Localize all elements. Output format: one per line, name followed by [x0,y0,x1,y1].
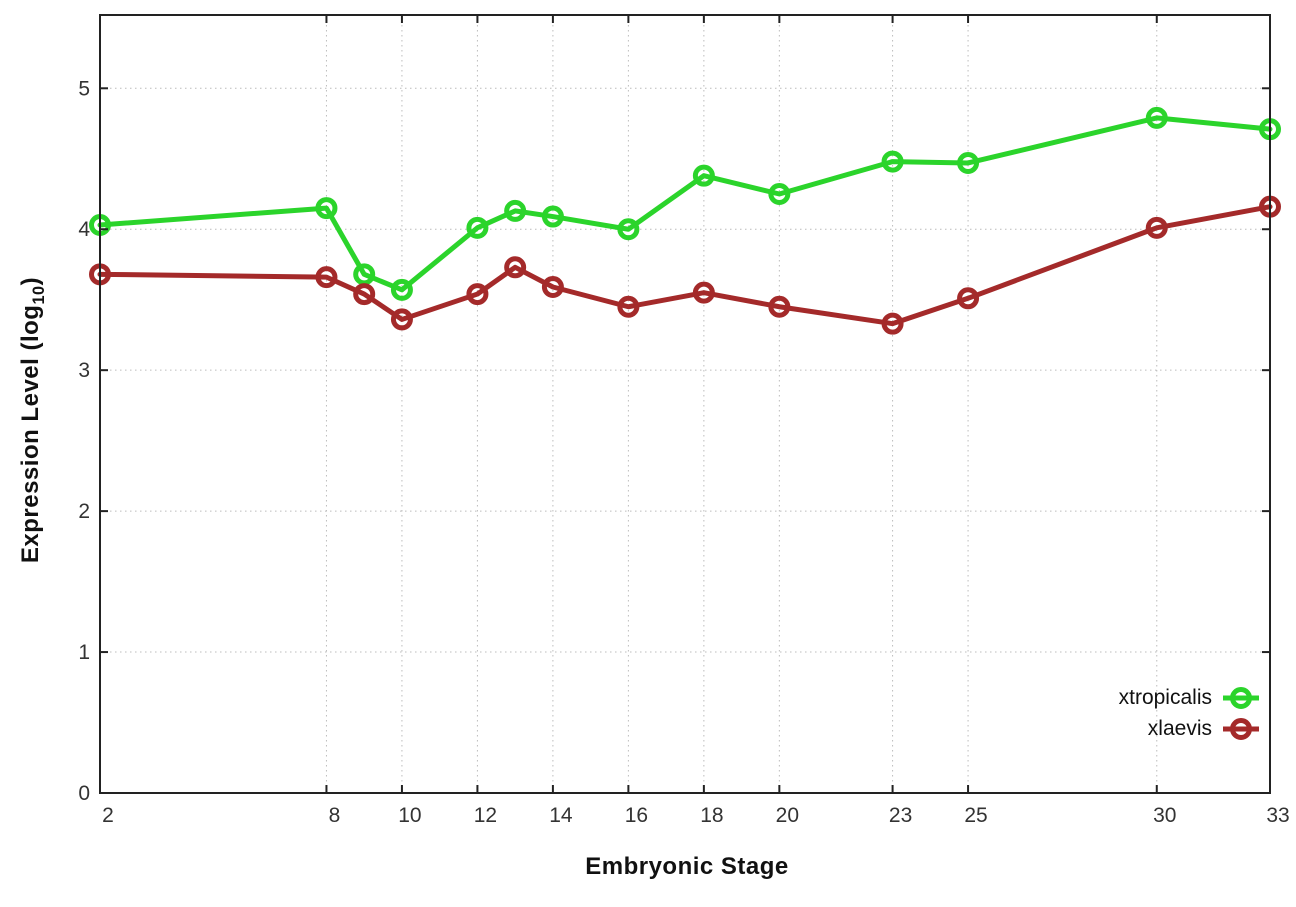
series-line-xlaevis [97,204,1273,327]
x-tick-label: 30 [1153,804,1176,827]
data-point-xtropicalis [390,278,413,301]
y-tick-label: 5 [78,77,90,100]
series-sample-icon-xtropicalis [1223,687,1259,709]
data-point-xlaevis [617,295,640,318]
plot-border [99,14,1271,794]
x-tick-label: 16 [625,804,648,827]
x-tick-label: 33 [1266,804,1289,827]
data-point-xtropicalis [466,216,489,239]
y-tick-label: 0 [78,782,90,805]
x-tick-labels: 2 8 10 12 14 16 18 20 23 25 30 33 [102,804,1290,827]
axis-ticks [99,15,1271,794]
y-tick-label: 4 [78,218,90,241]
y-tick-label: 1 [78,641,90,664]
x-tick-label: 14 [549,804,573,827]
data-point-xlaevis [541,276,564,299]
legend-item-xtropicalis: xtropicalis [1119,685,1260,711]
data-point-xlaevis [881,312,904,335]
y-axis-title-subscript: 10 [29,285,48,305]
data-point-xtropicalis [1145,106,1168,129]
data-point-xtropicalis [353,263,376,286]
data-point-xlaevis [466,283,489,306]
data-point-xlaevis [390,308,413,331]
y-axis-title: Expression Level (log10) [17,277,49,563]
x-tick-label: 18 [700,804,723,827]
x-axis-title: Embryonic Stage [585,853,789,880]
data-point-xtropicalis [617,218,640,241]
series-markers-xlaevis [89,195,1281,335]
x-tick-label: 8 [329,804,341,827]
x-tick-label: 25 [964,804,987,827]
y-tick-labels: 0 1 2 3 4 5 [78,77,90,805]
series-line-xtropicalis [97,115,1273,293]
data-point-xtropicalis [881,150,904,173]
y-tick-label: 3 [78,359,90,382]
data-point-xtropicalis [315,197,338,220]
legend-label-xlaevis: xlaevis [1147,717,1212,740]
y-tick-label: 2 [78,500,90,523]
data-point-xlaevis [353,283,376,306]
data-point-xlaevis [1145,216,1168,239]
series-sample-icon-xlaevis [1223,718,1259,740]
data-point-xtropicalis [768,182,791,205]
x-tick-label: 23 [889,804,912,827]
x-tick-label: 2 [102,804,114,827]
data-point-xtropicalis [541,205,564,228]
data-point-xlaevis [768,295,791,318]
y-axis-title-text: Expression Level (log [17,304,45,564]
legend-item-xlaevis: xlaevis [1148,716,1260,742]
legend-label-xtropicalis: xtropicalis [1118,686,1212,709]
series-markers-xtropicalis [89,106,1281,301]
data-point-xtropicalis [504,199,527,222]
legend: xtropicalis xlaevis [1119,685,1260,742]
y-axis-title-paren: ) [17,276,45,286]
x-tick-label: 10 [398,804,421,827]
x-tick-label: 20 [776,804,799,827]
data-point-xlaevis [504,256,527,279]
data-point-xlaevis [692,281,715,304]
x-tick-label: 12 [474,804,497,827]
data-point-xtropicalis [692,164,715,187]
data-point-xlaevis [957,287,980,310]
data-point-xtropicalis [957,151,980,174]
data-point-xlaevis [315,266,338,289]
